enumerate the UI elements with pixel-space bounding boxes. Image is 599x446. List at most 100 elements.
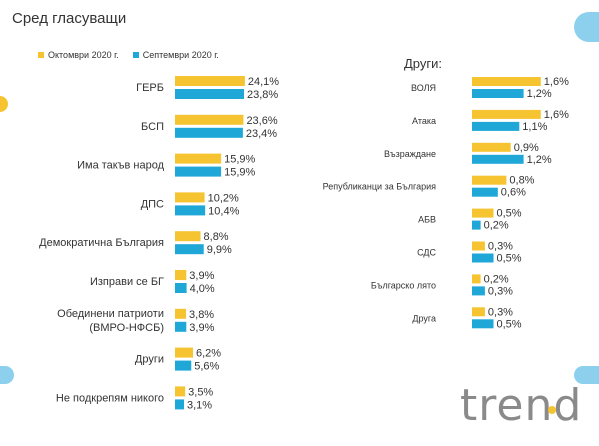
bar-october-бсп (175, 114, 244, 125)
bar-october-воля (472, 77, 541, 86)
data-label: 10,2% (208, 192, 239, 204)
category-label-възраждане: Възраждане (384, 149, 436, 159)
bar-october-изправи-се-бг (175, 270, 187, 280)
category-label-абв: АБВ (418, 215, 436, 225)
category-label-воля: ВОЛЯ (411, 83, 436, 93)
bar-september-републиканци-за-българия (472, 187, 498, 197)
bar-september-бсп (175, 127, 243, 138)
category-label-не-подкрепям-никого: Не подкрепям никого (56, 392, 164, 404)
category-label-обединени-патриоти-вмро-нфсб: Обединени патриоти (57, 308, 164, 320)
logo-dot (548, 406, 556, 414)
data-label: 1,2% (527, 154, 552, 166)
bar-september-изправи-се-бг (175, 283, 187, 293)
data-label: 10,4% (208, 205, 239, 217)
bar-september-обединени-патриоти-вмро-нфсб (175, 321, 187, 332)
data-label: 0,5% (497, 253, 522, 265)
data-label: 0,3% (488, 306, 513, 318)
bar-september-демократична-българия (175, 244, 204, 255)
data-label: 9,9% (207, 244, 232, 256)
bar-september-атака (472, 121, 520, 131)
data-label: 8,8% (204, 231, 229, 243)
category-label-атака: Атака (412, 116, 436, 126)
legend-swatch-september (132, 52, 139, 58)
legend-label-september: Септември 2020 г. (142, 50, 219, 60)
bar-october-има-такъв-народ (175, 153, 222, 164)
legend-item-september: Септември 2020 г. (132, 50, 219, 60)
bar-october-друга (472, 307, 485, 317)
bar-october-демократична-българия (175, 231, 201, 242)
data-label: 4,0% (190, 283, 215, 295)
data-label: 6,2% (196, 348, 221, 360)
bar-september-не-подкрепям-никого (175, 399, 184, 410)
bar-september-други (175, 360, 192, 371)
bar-september-сдс (472, 253, 494, 263)
data-label: 15,9% (224, 167, 255, 179)
bar-september-българско-лято (472, 286, 485, 296)
data-label: 0,2% (484, 220, 509, 232)
data-label: 1,6% (544, 109, 569, 121)
bar-october-абв (472, 208, 494, 218)
bar-september-има-такъв-народ (175, 166, 222, 177)
data-label: 0,5% (497, 208, 522, 220)
bar-september-друга (472, 319, 494, 329)
data-label: 0,2% (484, 273, 509, 285)
decorative-pill (574, 366, 599, 384)
page-title: Сред гласуващи (12, 10, 127, 27)
bar-september-дпс (175, 205, 206, 216)
data-label: 3,1% (187, 399, 212, 411)
data-label: 24,1% (248, 76, 279, 88)
category-label-дпс: ДПС (141, 198, 164, 210)
data-label: 23,6% (246, 115, 277, 127)
category-label-има-такъв-народ: Има такъв народ (77, 160, 164, 172)
bar-october-републиканци-за-българия (472, 175, 507, 185)
bar-october-българско-лято (472, 274, 481, 284)
category-label-бсп: БСП (141, 121, 164, 133)
decorative-dot (0, 96, 8, 112)
bar-october-не-подкрепям-никого (175, 386, 186, 397)
bar-october-герб (175, 76, 245, 86)
data-label: 0,9% (514, 142, 539, 154)
decorative-pill (0, 366, 14, 384)
category-label-изправи-се-бг: Изправи се БГ (90, 276, 164, 288)
bar-october-възраждане (472, 142, 511, 152)
data-label: 0,5% (497, 318, 522, 330)
category-label-демократична-българия: Демократична България (39, 237, 164, 249)
bar-october-дпс (175, 192, 205, 203)
data-label: 1,6% (544, 76, 569, 88)
others-panel-title: Други: (404, 56, 443, 71)
category-label-обединени-патриоти-вмро-нфсб: (ВМРО-НФСБ) (89, 322, 164, 334)
category-label-други: Други (135, 354, 164, 366)
category-label-българско-лято: Българско лято (371, 280, 436, 290)
data-label: 1,2% (527, 88, 552, 100)
bar-september-воля (472, 89, 524, 98)
decorative-pill (574, 12, 599, 42)
chart-legend: Октомври 2020 г. Септември 2020 г. (38, 50, 219, 60)
bar-september-герб (175, 89, 245, 99)
category-label-герб: ГЕРБ (136, 82, 164, 94)
data-label: 0,6% (501, 187, 526, 199)
bar-october-други (175, 347, 193, 358)
legend-label-october: Октомври 2020 г. (48, 50, 119, 60)
category-label-сдс: СДС (417, 248, 436, 258)
bar-october-обединени-патриоти-вмро-нфсб (175, 308, 187, 319)
data-label: 3,9% (189, 270, 214, 282)
bar-september-възраждане (472, 154, 524, 164)
category-label-републиканци-за-българия: Републиканци за България (323, 182, 436, 192)
data-label: 3,9% (189, 322, 214, 334)
data-label: 23,4% (246, 128, 277, 140)
data-label: 0,3% (488, 285, 513, 297)
legend-item-october: Октомври 2020 г. (38, 50, 119, 60)
trend-logo: trend (460, 380, 583, 431)
legend-swatch-october (38, 52, 44, 58)
bar-october-сдс (472, 241, 485, 251)
data-label: 23,8% (247, 89, 278, 101)
category-label-друга: Друга (412, 313, 436, 323)
data-label: 0,3% (488, 241, 513, 253)
data-label: 3,8% (189, 309, 214, 321)
data-label: 3,5% (188, 386, 213, 398)
bar-october-атака (472, 109, 541, 119)
data-label: 15,9% (224, 154, 255, 166)
data-label: 0,8% (509, 175, 534, 187)
data-label: 5,6% (194, 361, 219, 373)
